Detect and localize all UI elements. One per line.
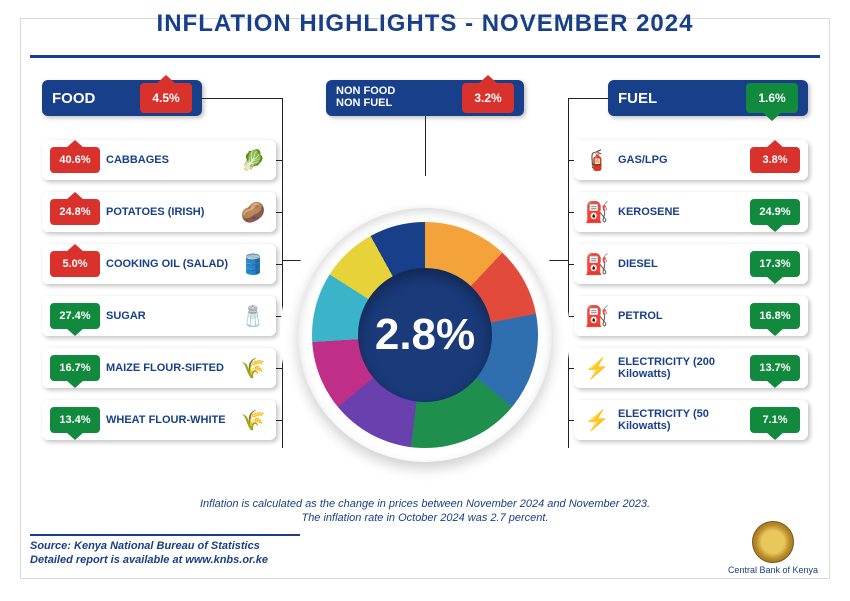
cbk-logo-label: Central Bank of Kenya (728, 565, 818, 575)
item-name: MAIZE FLOUR-SIFTED (100, 362, 238, 374)
item-icon: ⛽ (582, 197, 612, 227)
item-icon: 🧂 (238, 301, 268, 331)
item-row: 40.6%CABBAGES🥬 (42, 140, 276, 180)
item-name: COOKING OIL (SALAD) (100, 258, 238, 270)
item-badge: 5.0% (50, 251, 100, 277)
item-row: 27.4%SUGAR🧂 (42, 296, 276, 336)
item-row: 🧯GAS/LPG3.8% (574, 140, 808, 180)
footnote-line2: The inflation rate in October 2024 was 2… (0, 512, 850, 524)
item-row: 5.0%COOKING OIL (SALAD)🛢️ (42, 244, 276, 284)
category-fuel: FUEL 1.6% (608, 80, 808, 116)
item-name: ELECTRICITY (200 Kilowatts) (612, 356, 750, 380)
item-row: ⛽PETROL16.8% (574, 296, 808, 336)
category-food: FOOD 4.5% (42, 80, 202, 116)
inflation-dial: 2.8% (280, 190, 570, 480)
item-badge: 24.8% (50, 199, 100, 225)
item-row: ⚡ELECTRICITY (200 Kilowatts)13.7% (574, 348, 808, 388)
item-name: PETROL (612, 310, 750, 322)
source-line1: Source: Kenya National Bureau of Statist… (30, 540, 260, 552)
item-name: CABBAGES (100, 154, 238, 166)
item-name: DIESEL (612, 258, 750, 270)
item-badge: 16.8% (750, 303, 800, 329)
item-badge: 13.7% (750, 355, 800, 381)
item-icon: ⛽ (582, 249, 612, 279)
item-icon: 🥔 (238, 197, 268, 227)
item-badge: 16.7% (50, 355, 100, 381)
item-name: POTATOES (IRISH) (100, 206, 238, 218)
item-row: ⚡ELECTRICITY (50 Kilowatts)7.1% (574, 400, 808, 440)
item-icon: ⛽ (582, 301, 612, 331)
item-icon: 🥬 (238, 145, 268, 175)
category-food-label: FOOD (52, 91, 95, 106)
item-icon: 🧯 (582, 145, 612, 175)
page-title: INFLATION HIGHLIGHTS - NOVEMBER 2024 (0, 10, 850, 38)
item-icon: ⚡ (582, 353, 612, 383)
item-name: KEROSENE (612, 206, 750, 218)
item-name: WHEAT FLOUR-WHITE (100, 414, 238, 426)
item-icon: 🌾 (238, 405, 268, 435)
item-icon: ⚡ (582, 405, 612, 435)
item-badge: 3.8% (750, 147, 800, 173)
dial-center-value: 2.8% (358, 268, 492, 402)
item-badge: 40.6% (50, 147, 100, 173)
item-row: 13.4%WHEAT FLOUR-WHITE🌾 (42, 400, 276, 440)
item-row: 16.7%MAIZE FLOUR-SIFTED🌾 (42, 348, 276, 388)
title-rule (30, 55, 820, 58)
category-food-badge: 4.5% (140, 83, 192, 113)
item-badge: 13.4% (50, 407, 100, 433)
food-items-column: 40.6%CABBAGES🥬 24.8%POTATOES (IRISH)🥔 5.0%… (42, 140, 276, 452)
item-row: 24.8%POTATOES (IRISH)🥔 (42, 192, 276, 232)
item-badge: 24.9% (750, 199, 800, 225)
category-fuel-badge: 1.6% (746, 83, 798, 113)
item-row: ⛽KEROSENE24.9% (574, 192, 808, 232)
item-name: GAS/LPG (612, 154, 750, 166)
source-line2: Detailed report is available at www.knbs… (30, 554, 268, 566)
footnote-line1: Inflation is calculated as the change in… (0, 498, 850, 510)
item-row: ⛽DIESEL17.3% (574, 244, 808, 284)
item-badge: 7.1% (750, 407, 800, 433)
category-nonfood-label: NON FOODNON FUEL (336, 86, 395, 109)
item-icon: 🌾 (238, 353, 268, 383)
fuel-items-column: 🧯GAS/LPG3.8%⛽KEROSENE24.9%⛽DIESEL17.3%⛽P… (574, 140, 808, 452)
item-name: ELECTRICITY (50 Kilowatts) (612, 408, 750, 432)
item-badge: 17.3% (750, 251, 800, 277)
category-nonfood-badge: 3.2% (462, 83, 514, 113)
source-rule (30, 534, 300, 536)
category-nonfood: NON FOODNON FUEL 3.2% (326, 80, 524, 116)
item-icon: 🛢️ (238, 249, 268, 279)
item-name: SUGAR (100, 310, 238, 322)
cbk-logo: Central Bank of Kenya (728, 521, 818, 575)
category-fuel-label: FUEL (618, 91, 657, 106)
cbk-crest-icon (752, 521, 794, 563)
item-badge: 27.4% (50, 303, 100, 329)
